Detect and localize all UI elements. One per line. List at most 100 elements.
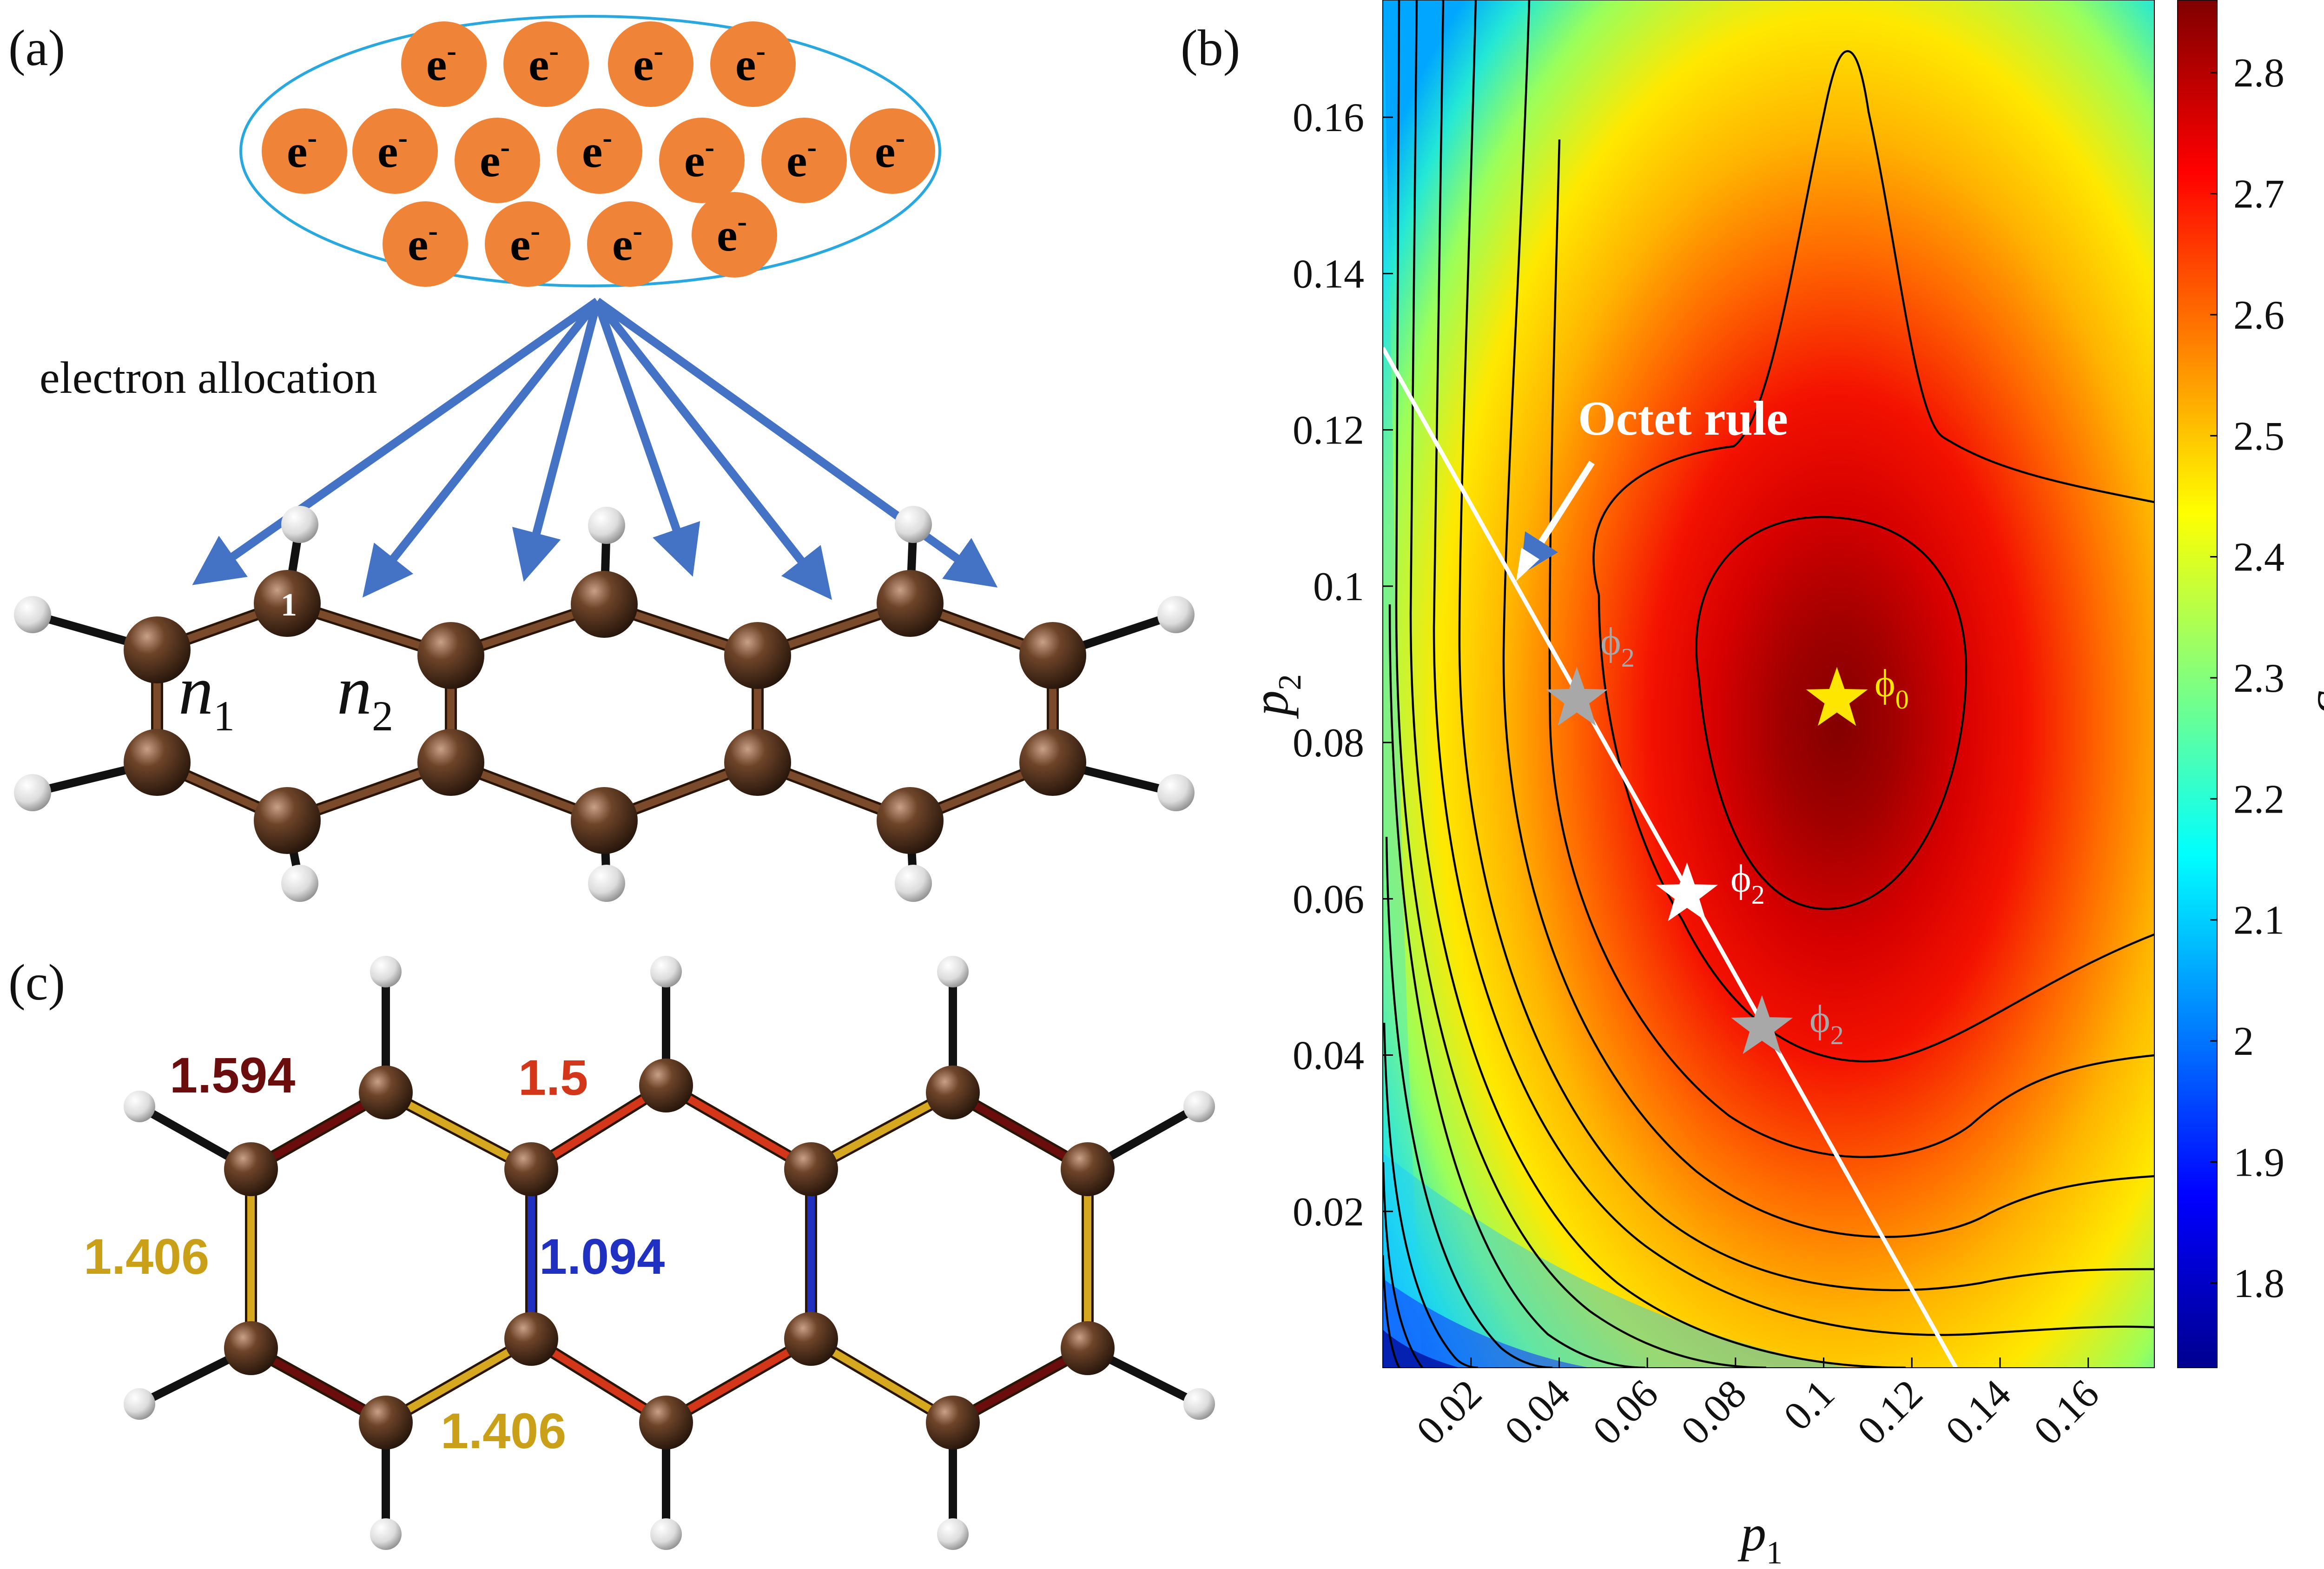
carbon-atom: [124, 616, 191, 683]
electron: e-: [557, 108, 642, 194]
svg-text:e-: e-: [287, 122, 317, 177]
svg-text:e-: e-: [377, 122, 408, 177]
hydrogen-atom: [1157, 596, 1195, 633]
colorbar-tick-label: 2.2: [2233, 777, 2284, 822]
phi2-label-bottom: ϕ2: [1809, 997, 1844, 1050]
electron: e-: [850, 108, 935, 194]
carbon-atom: [1061, 1142, 1115, 1196]
allocation-arrow-3: [512, 300, 601, 582]
svg-text:e-: e-: [786, 132, 817, 186]
colorbar-tick-label: 1.8: [2233, 1261, 2284, 1306]
electron: e-: [587, 201, 673, 287]
y-tick-label: 0.04: [1293, 1033, 1364, 1079]
phi2-label-top: ϕ2: [1600, 620, 1635, 673]
electron: e-: [352, 108, 438, 194]
star-marker: [1806, 667, 1868, 726]
carbon-atom: [724, 729, 791, 796]
electron-pool-ellipse: [239, 15, 941, 287]
svg-text:e-: e-: [426, 35, 456, 90]
x-axis-ticks: 0.02 0.04 0.06 0.08 0.1 0.12 0.14 0.16: [1408, 1357, 2108, 1454]
colorbar-tick-label: 2.7: [2233, 172, 2284, 217]
octet-rule-annotation: Octet rule: [1578, 391, 1788, 445]
carbon-atom: [571, 787, 638, 854]
n1-label: n1: [178, 652, 235, 740]
hydrogen-atom: [937, 956, 969, 987]
carbon-atom: [417, 729, 484, 796]
svg-text:e-: e-: [735, 35, 766, 90]
heatmap-surface: [1383, 0, 2154, 1368]
x-tick-label: 0.14: [1937, 1371, 2020, 1454]
carbon-atom: [639, 1396, 693, 1450]
electron: e-: [761, 118, 847, 203]
anthracene-molecule-a: 1: [14, 506, 1195, 902]
heatmap-shading: [1383, 0, 1850, 1368]
electron: e-: [608, 21, 693, 107]
colorbar-tick-label: 2.4: [2233, 535, 2284, 580]
carbon-atom: [359, 1066, 413, 1119]
y-tick-label: 0.02: [1293, 1190, 1364, 1235]
carbon-atom: [926, 1066, 980, 1119]
colorbar-tick-label: 2.5: [2233, 414, 2284, 459]
svg-text:e-: e-: [612, 215, 642, 270]
carbon-atom: [639, 1059, 693, 1112]
allocation-arrow-1: [192, 298, 600, 585]
y-tick-label: 0.12: [1293, 408, 1364, 453]
svg-text:e-: e-: [875, 122, 905, 177]
x-tick-label: 0.04: [1496, 1371, 1578, 1454]
svg-text:e-: e-: [510, 215, 540, 270]
colorbar-tick-label: 2.6: [2233, 293, 2284, 338]
hydrogen-atom: [281, 506, 318, 543]
hydrogen-atom: [1157, 774, 1195, 811]
y-tick-label: 0.1: [1313, 564, 1364, 609]
electron: e-: [503, 21, 589, 107]
colorbar-ticks: 1.8 1.9 2 2.1 2.2 2.3 2.4 2.5 2.6 2.7 2.8: [2210, 51, 2284, 1306]
svg-text:e-: e-: [480, 132, 510, 186]
carbon-atom: [124, 729, 191, 796]
allocation-arrow-4: [593, 300, 700, 577]
carbon-atom: [417, 622, 484, 689]
marker-group: [1545, 667, 1868, 1054]
hydrogen-atom: [588, 865, 625, 902]
panel-b-label: (b): [1181, 20, 1240, 76]
x-tick-label: 0.16: [2025, 1371, 2107, 1454]
electron: e-: [710, 21, 796, 107]
octet-rule-arrow: [1520, 461, 1595, 575]
cc-bond: [382, 1089, 535, 1173]
carbon-atom: [1019, 729, 1086, 796]
carbon-atom: [504, 1142, 558, 1196]
x-tick-label: 0.1: [1775, 1371, 1843, 1439]
x-tick-label: 0.06: [1585, 1371, 1667, 1454]
anthracene-molecule-c: [124, 956, 1215, 1550]
carbon-atom: [504, 1312, 558, 1366]
y-tick-label: 0.16: [1293, 95, 1364, 140]
phi2-label-mid: ϕ2: [1730, 857, 1765, 910]
colorbar-label: Sb: [2306, 674, 2324, 716]
hydrogen-atom: [895, 506, 932, 543]
hydrogen-atom: [1183, 1388, 1215, 1420]
hydrogen-atom: [14, 774, 51, 811]
carbon-atom: [359, 1396, 413, 1450]
hydrogen-atom: [650, 956, 682, 987]
y-tick-label: 0.06: [1293, 877, 1364, 922]
heatmap: [1381, 0, 2155, 1369]
phi0-label: ϕ0: [1875, 662, 1909, 715]
x-tick-label: 0.12: [1849, 1371, 1931, 1454]
y-tick-label: 0.08: [1293, 721, 1364, 766]
bond-label-1406-bottom: 1.406: [441, 1403, 566, 1459]
carbon-atom: [571, 571, 638, 638]
electron: e-: [692, 192, 777, 278]
svg-text:e-: e-: [408, 215, 438, 270]
n2-label: n2: [337, 652, 393, 740]
y-axis-label: p2: [1242, 674, 1308, 719]
carbon-atom: [784, 1142, 838, 1196]
cc-bond: [662, 1082, 815, 1173]
hydrogen-atom: [650, 1518, 682, 1550]
hydrogen-atom: [124, 1091, 155, 1122]
colorbar-tick-label: 2: [2233, 1019, 2254, 1064]
electron-pool: e-e-e-e-e-e-e-e-e-e-e-e-e-e-e-: [262, 21, 935, 287]
cc-bond: [382, 1335, 535, 1426]
electron: e-: [383, 201, 468, 287]
x-tick-label: 0.08: [1673, 1371, 1755, 1454]
colorbar-tick-label: 2.1: [2233, 898, 2284, 943]
site-1-label: 1: [281, 587, 297, 623]
